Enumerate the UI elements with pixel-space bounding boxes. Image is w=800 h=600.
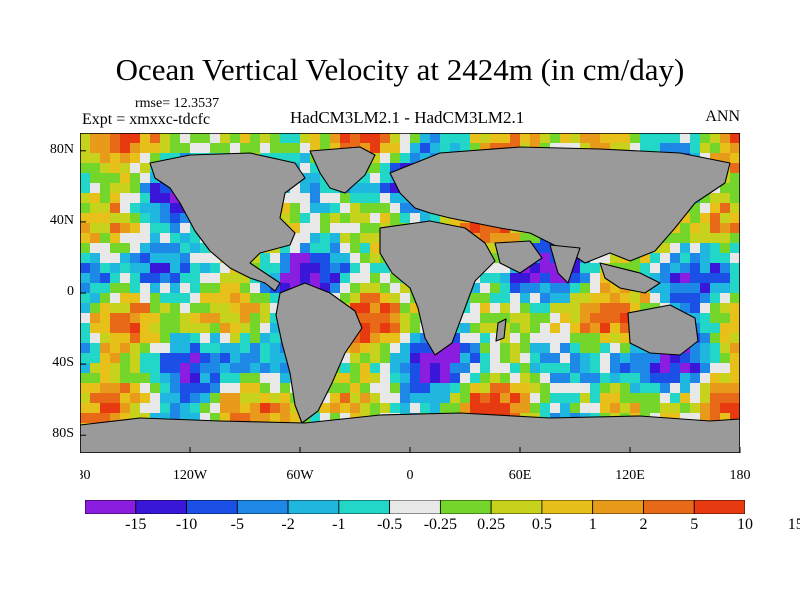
colorbar-swatch bbox=[693, 500, 745, 514]
colorbar-swatch bbox=[135, 500, 187, 514]
world-map: 180 120W 60W 0 60E 120E 180 bbox=[80, 133, 750, 483]
land-se-asia bbox=[599, 262, 661, 294]
colorbar-label: 0.25 bbox=[477, 516, 506, 533]
colorbar-swatch bbox=[643, 500, 695, 514]
colorbar-swatch bbox=[85, 500, 137, 514]
colorbar-swatch bbox=[439, 500, 492, 514]
colorbar-swatch bbox=[287, 500, 340, 514]
x-tick-label: 60E bbox=[509, 468, 532, 483]
y-axis bbox=[80, 150, 86, 436]
colorbar-label: 5 bbox=[690, 516, 699, 533]
colorbar-label: -2 bbox=[281, 516, 295, 533]
colorbar-label: 1 bbox=[588, 516, 597, 533]
colorbar-swatch bbox=[490, 500, 543, 514]
land-arabia bbox=[494, 240, 543, 274]
colorbar-swatch bbox=[592, 500, 644, 514]
land-south-america bbox=[275, 282, 363, 424]
x-tick-label: 0 bbox=[407, 468, 414, 483]
experiment-label: Expt = xmxxc-tdcfc bbox=[82, 111, 211, 128]
x-tick-label: 120W bbox=[173, 468, 208, 483]
land-greenland bbox=[309, 146, 376, 194]
y-tick-label: 0 bbox=[67, 284, 74, 299]
colorbar-label: 10 bbox=[737, 516, 753, 533]
y-tick-label: 80S bbox=[52, 426, 74, 442]
y-tick-label: 40N bbox=[49, 212, 74, 228]
rmse-label: rmse= 12.3537 bbox=[135, 96, 220, 111]
x-axis: 180 120W 60W 0 60E 120E 180 bbox=[80, 447, 750, 483]
y-tick-label: 80N bbox=[49, 141, 74, 157]
colorbar-label: 2 bbox=[639, 516, 648, 533]
colorbar-swatch bbox=[389, 500, 441, 514]
colorbar-swatch bbox=[236, 500, 289, 514]
land-masses bbox=[80, 146, 740, 453]
x-tick-label: 180 bbox=[80, 468, 91, 483]
colorbar-label: -10 bbox=[175, 516, 198, 533]
colorbar-label: -1 bbox=[332, 516, 346, 533]
x-tick-label: 60W bbox=[286, 468, 314, 483]
land-india bbox=[549, 244, 581, 284]
colorbar-swatch bbox=[186, 500, 238, 514]
runs-label: HadCM3LM2.1 - HadCM3LM2.1 bbox=[290, 108, 525, 127]
season-label: ANN bbox=[705, 108, 740, 125]
chart-title: Ocean Vertical Velocity at 2424m (in cm/… bbox=[115, 52, 685, 87]
land-africa bbox=[379, 220, 496, 356]
x-tick-label: 120E bbox=[615, 468, 645, 483]
colorbar-label: -5 bbox=[230, 516, 244, 533]
land-australia bbox=[627, 304, 699, 356]
colorbar-label: -0.5 bbox=[376, 516, 403, 533]
colorbar bbox=[85, 500, 745, 514]
colorbar-swatch bbox=[541, 500, 594, 514]
land-north-america bbox=[149, 152, 306, 292]
colorbar-label: -15 bbox=[125, 516, 147, 533]
land-eurasia bbox=[389, 146, 731, 264]
x-tick-label: 180 bbox=[730, 468, 751, 483]
y-tick-label: 40S bbox=[52, 355, 74, 371]
colorbar-label: 0.5 bbox=[531, 516, 552, 533]
land-antarctica bbox=[80, 412, 740, 453]
colorbar-label: -0.25 bbox=[423, 516, 458, 533]
land-madagascar bbox=[495, 318, 507, 342]
colorbar-swatch bbox=[338, 500, 391, 514]
colorbar-label: 15 bbox=[787, 516, 800, 533]
